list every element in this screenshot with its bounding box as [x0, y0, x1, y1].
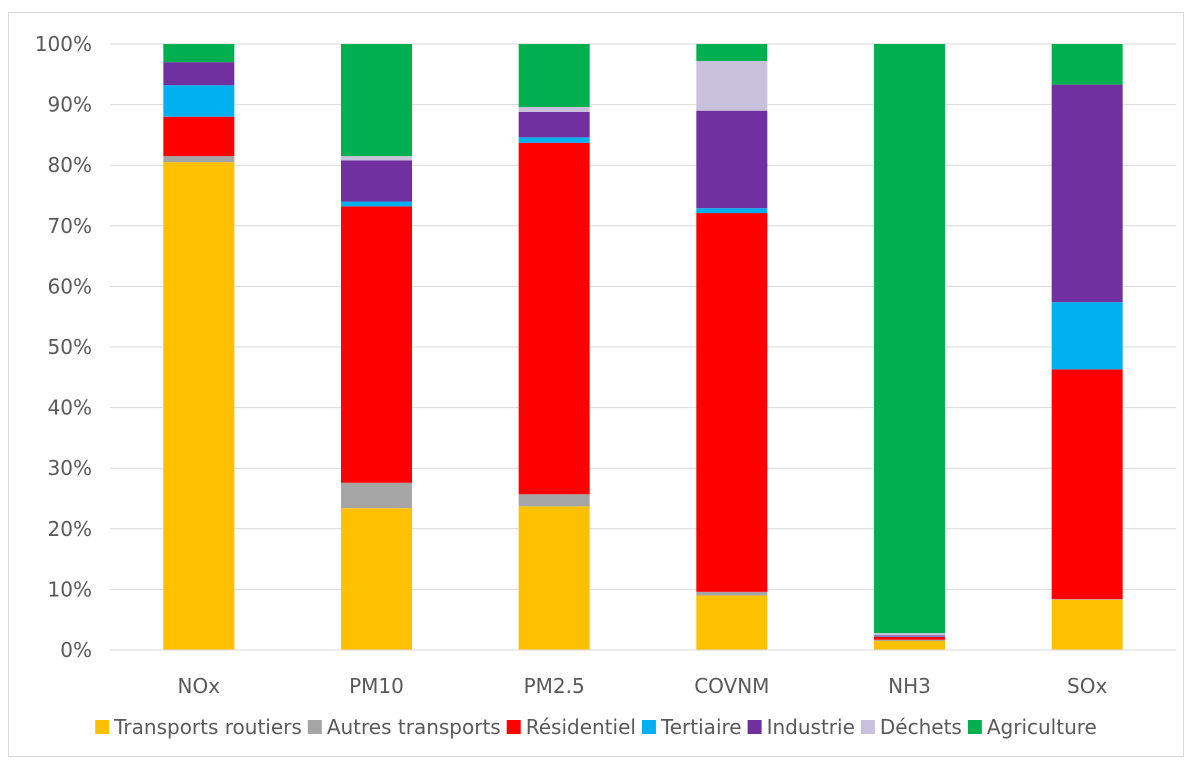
bar-segment [518, 137, 590, 143]
bar-segment [163, 116, 235, 157]
x-tick-label: PM10 [349, 674, 404, 698]
x-tick-label: PM2.5 [524, 674, 585, 698]
bar-segment [341, 508, 412, 650]
y-tick-label: 30% [48, 456, 92, 480]
y-tick-label: 40% [48, 396, 92, 420]
gridlines [110, 43, 1176, 590]
legend-swatch [506, 720, 521, 734]
legend-label: Agriculture [987, 715, 1097, 739]
y-axis-ticks: 0% 10% 20% 30% 40% 50% 60% 70% 80% 90% 100% [35, 32, 92, 662]
bar-segment [1051, 369, 1123, 600]
legend: Transports routiers Autres transports Rési… [95, 715, 1097, 739]
bar-segment [341, 201, 412, 207]
bar-segment [341, 206, 412, 483]
legend-label: Déchets [880, 715, 962, 739]
y-tick-label: 50% [48, 335, 92, 359]
bar-segment [518, 142, 590, 495]
bar-segment [874, 640, 945, 650]
x-axis-ticks: NOx PM10 PM2.5 COVNM NH3 SOx [178, 674, 1108, 698]
x-tick-label: SOx [1067, 674, 1107, 698]
legend-swatch [747, 720, 762, 734]
bar-segment [696, 213, 768, 592]
bar-segment [163, 62, 235, 86]
bar-segment [1051, 84, 1123, 303]
bar-segment [696, 60, 768, 111]
bar-segment [341, 156, 412, 161]
y-tick-label: 70% [48, 214, 92, 238]
bar-segment [341, 160, 412, 202]
bar-segment [874, 44, 945, 634]
bar-segment [518, 44, 590, 108]
y-tick-label: 90% [48, 93, 92, 117]
legend-swatch [95, 720, 110, 734]
y-tick-label: 100% [35, 32, 92, 56]
legend-label: Tertiaire [660, 715, 742, 739]
bar-segment [874, 635, 945, 637]
bar-segment [341, 44, 412, 157]
bar-segment [518, 111, 590, 138]
bar-segment [696, 208, 768, 214]
legend-swatch [860, 720, 875, 734]
legend-label: Autres transports [327, 715, 501, 739]
bar-segment [696, 110, 768, 209]
bar-segment [874, 633, 945, 636]
bar-segment [874, 636, 945, 637]
y-tick-label: 10% [48, 577, 92, 601]
bar-segment [696, 44, 768, 61]
legend-swatch [641, 720, 656, 734]
x-tick-label: COVNM [694, 674, 769, 698]
legend-label: Transports routiers [113, 715, 302, 739]
x-tick-label: NOx [178, 674, 221, 698]
y-tick-label: 0% [60, 638, 92, 662]
legend-swatch [967, 720, 982, 734]
bar-segment [1051, 599, 1123, 650]
legend-label: Résidentiel [526, 715, 636, 739]
bar-segment [163, 85, 235, 117]
legend-label: Industrie [767, 715, 855, 739]
x-tick-label: NH3 [888, 674, 931, 698]
bar-segment [696, 591, 768, 596]
bar-segment [163, 44, 235, 63]
bar-segment [518, 494, 590, 507]
y-tick-label: 60% [48, 274, 92, 298]
y-tick-label: 80% [48, 153, 92, 177]
chart-border [8, 12, 1184, 757]
bars [163, 44, 1123, 651]
bar-segment [341, 482, 412, 509]
bar-segment [518, 506, 590, 650]
bar-segment [1051, 302, 1123, 370]
bar-segment [1051, 44, 1123, 85]
bar-segment [1051, 599, 1123, 600]
y-tick-label: 20% [48, 517, 92, 541]
bar-segment [163, 156, 235, 163]
bar-segment [696, 595, 768, 650]
bar-segment [163, 162, 235, 651]
bar-segment [874, 639, 945, 641]
legend-swatch [307, 720, 322, 734]
bar-segment [874, 636, 945, 640]
bar-segment [518, 107, 590, 112]
